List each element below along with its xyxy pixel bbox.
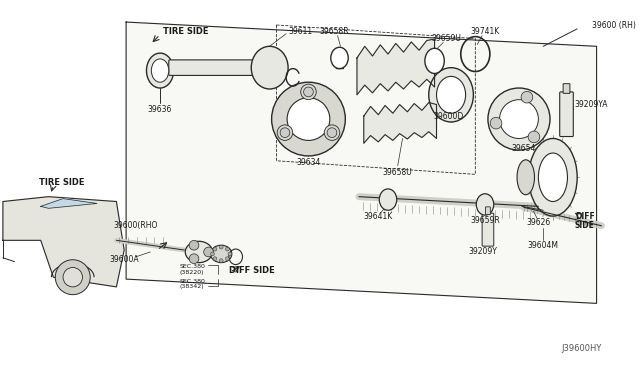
Polygon shape [41,199,97,208]
Text: J39600HY: J39600HY [561,344,602,353]
Circle shape [277,125,292,140]
Text: 39741K: 39741K [470,27,500,36]
Text: 39600 (RH): 39600 (RH) [592,22,636,31]
Text: 39600(RHO: 39600(RHO [114,221,158,230]
Text: (38220): (38220) [180,270,204,275]
Circle shape [271,82,346,156]
Ellipse shape [331,47,348,68]
FancyBboxPatch shape [169,60,253,76]
Polygon shape [364,103,436,143]
Circle shape [189,240,199,250]
Text: 39611: 39611 [289,27,313,36]
Text: 39658R: 39658R [320,27,349,36]
Circle shape [500,100,538,138]
Polygon shape [126,22,596,304]
Text: 39659R: 39659R [470,217,500,225]
Ellipse shape [529,138,577,216]
Circle shape [528,131,540,143]
Circle shape [213,247,217,251]
Circle shape [490,117,502,129]
FancyBboxPatch shape [563,84,570,93]
Text: 39654: 39654 [511,144,536,153]
Ellipse shape [538,153,568,202]
Circle shape [287,98,330,140]
Text: 39600D: 39600D [433,112,463,121]
Ellipse shape [517,160,534,195]
FancyBboxPatch shape [560,92,573,137]
Ellipse shape [476,194,493,215]
Ellipse shape [436,76,466,113]
Text: 39641K: 39641K [364,212,393,221]
Ellipse shape [211,245,232,263]
Text: 39604M: 39604M [528,241,559,250]
Text: SIDE: SIDE [575,221,595,230]
Text: DIFF SIDE: DIFF SIDE [229,266,275,275]
FancyBboxPatch shape [486,207,490,215]
Text: 39634: 39634 [296,158,321,167]
Text: 39636: 39636 [148,105,172,114]
FancyBboxPatch shape [482,213,493,246]
Circle shape [55,260,90,295]
Text: 39600A: 39600A [109,255,139,264]
Circle shape [211,252,214,256]
Circle shape [189,254,199,263]
Circle shape [301,84,316,100]
Text: TIRE SIDE: TIRE SIDE [163,27,209,36]
Ellipse shape [429,68,474,122]
Circle shape [488,88,550,150]
Text: (38342): (38342) [180,284,204,289]
Circle shape [521,92,532,103]
Text: TIRE SIDE: TIRE SIDE [39,177,84,187]
Ellipse shape [303,87,314,97]
Text: 39658U: 39658U [383,168,413,177]
Text: SEC.380: SEC.380 [179,264,205,269]
Circle shape [213,257,217,261]
Circle shape [220,259,223,263]
Ellipse shape [147,53,173,88]
Polygon shape [3,197,124,287]
Circle shape [220,245,223,249]
Ellipse shape [280,128,290,138]
Text: DIFF: DIFF [575,212,595,221]
Text: 39626: 39626 [526,218,550,227]
Ellipse shape [327,128,337,138]
Text: SEC.380: SEC.380 [179,279,205,283]
Circle shape [204,247,213,257]
Circle shape [225,257,229,261]
Polygon shape [357,39,435,95]
Ellipse shape [380,189,397,210]
Text: 39659U: 39659U [431,34,461,43]
Ellipse shape [425,48,444,74]
Ellipse shape [252,46,288,89]
Circle shape [63,267,83,287]
Text: 39209YA: 39209YA [574,100,608,109]
Text: 39209Y: 39209Y [468,247,497,256]
Ellipse shape [151,59,169,82]
Circle shape [324,125,340,140]
Ellipse shape [185,241,212,263]
Circle shape [225,247,229,251]
Circle shape [228,252,232,256]
